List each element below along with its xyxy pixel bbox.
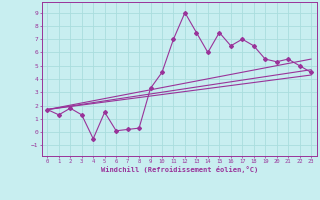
X-axis label: Windchill (Refroidissement éolien,°C): Windchill (Refroidissement éolien,°C) <box>100 166 258 173</box>
